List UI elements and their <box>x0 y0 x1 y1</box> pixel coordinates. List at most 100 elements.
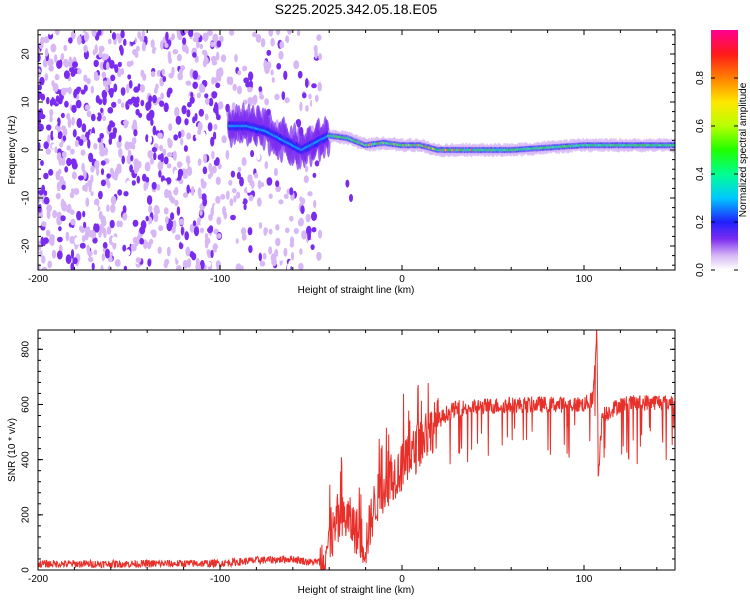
spectrogram-cell <box>116 140 122 149</box>
spectrogram-cell <box>174 199 179 207</box>
spectrogram-cell <box>41 221 47 227</box>
spectrogram-cell <box>94 44 98 55</box>
spectrogram-cell <box>131 180 136 186</box>
spectrogram-cell <box>241 233 247 241</box>
spectrogram-cell <box>248 194 254 202</box>
spectrogram-cell <box>177 72 183 81</box>
spectrogram-cell <box>121 155 125 165</box>
spectrogram-cell <box>185 155 191 165</box>
spectrogram-cell <box>129 164 134 173</box>
spectrogram-cell <box>72 61 78 68</box>
spectrogram-cell <box>154 208 160 215</box>
spectrogram-cell <box>58 168 62 175</box>
spectrogram-cell <box>70 148 75 155</box>
spectrogram-cell <box>316 251 322 261</box>
spectrogram-cell <box>213 131 217 140</box>
spectrogram-cell <box>102 95 107 106</box>
y-tick-label: 20 <box>21 48 32 60</box>
spectrogram-cell <box>46 96 50 105</box>
spectrogram-cell <box>164 188 169 199</box>
spectrogram-cell <box>61 184 66 190</box>
colorbar-tick-label: 0.8 <box>695 71 706 85</box>
spectrogram-cell <box>195 32 201 38</box>
spectrogram-cell <box>38 164 42 173</box>
spectrogram-cell <box>141 30 145 38</box>
spectrogram-y-axis-label: Frequency (Hz) <box>7 116 18 185</box>
spectrogram-cell <box>305 213 311 223</box>
spectrogram-cell <box>84 230 89 241</box>
spectrogram-cell <box>235 238 239 244</box>
spectrogram-cell <box>93 71 98 78</box>
spectrogram-cell <box>44 36 50 44</box>
spectrogram-cell <box>144 161 151 172</box>
spectrogram-cell <box>276 63 282 70</box>
spectrogram-cell <box>163 261 168 269</box>
spectrogram-cell <box>86 78 91 85</box>
spectrogram-cell <box>108 132 115 140</box>
spectrogram-cell <box>114 259 121 267</box>
spectrogram-cell <box>248 245 253 254</box>
spectrogram-cell <box>146 195 153 205</box>
spectrogram-cell <box>235 263 242 270</box>
spectrogram-cell <box>143 254 149 264</box>
spectrogram-cell <box>133 164 138 174</box>
spectrogram-cell <box>74 237 81 245</box>
spectrogram-cell <box>283 247 288 257</box>
spectrogram-cell <box>258 86 263 92</box>
spectrogram-cell <box>63 44 68 52</box>
spectrogram-cell <box>186 109 191 118</box>
spectrogram-cell <box>147 258 152 267</box>
spectrogram-cell <box>275 180 280 188</box>
spectrogram-cell <box>109 88 114 98</box>
spectrogram-cell <box>76 86 82 92</box>
spectrogram-cell <box>98 50 103 58</box>
spectrogram-cell <box>311 98 316 108</box>
spectrogram-cell <box>102 115 107 121</box>
spectrogram-cell <box>98 190 103 200</box>
spectrogram-cell <box>59 142 63 148</box>
spectrogram-cell <box>132 137 137 145</box>
spectrogram-cell <box>63 70 70 79</box>
spectrogram-cell <box>52 210 58 219</box>
spectrogram-cell <box>186 132 192 140</box>
spectrogram-cell <box>305 105 309 112</box>
spectrogram-cell <box>254 172 259 179</box>
spectrogram-cell <box>46 204 52 213</box>
spectrogram-cell <box>150 229 155 235</box>
spectrogram-cell <box>180 129 185 138</box>
spectrogram-cell <box>151 146 157 153</box>
spectrogram-cell <box>91 262 95 270</box>
spectrogram-cell <box>45 229 51 237</box>
spectrogram-cell <box>349 194 353 202</box>
spectrogram-cell <box>300 205 305 215</box>
spectrogram-cell <box>268 246 273 255</box>
spectrogram-cell <box>317 81 322 92</box>
spectrogram-cell <box>98 231 102 238</box>
spectrogram-cell <box>73 89 77 99</box>
spectrogram-cell <box>214 102 219 112</box>
spectrogram-cell <box>85 197 90 207</box>
spectrogram-cell <box>296 30 301 37</box>
spectrogram-cell <box>162 76 167 82</box>
spectrogram-cell <box>247 174 253 184</box>
spectrogram-cell <box>43 196 50 205</box>
spectrogram-cell <box>73 188 80 195</box>
spectrogram-cell <box>173 95 178 101</box>
spectrogram-cell <box>51 249 57 259</box>
spectrogram-cell <box>266 177 273 186</box>
spectrogram-cell <box>127 207 133 218</box>
spectrogram-cell <box>54 146 58 153</box>
spectrogram-cells <box>38 30 675 270</box>
spectrogram-cell <box>52 83 59 93</box>
spectrogram-cell <box>146 100 152 110</box>
spectrogram-cell <box>41 184 45 194</box>
spectrogram-cell <box>176 206 181 216</box>
spectrogram-cell <box>117 98 122 104</box>
spectrogram-cell <box>119 220 123 228</box>
spectrogram-cell <box>134 191 140 199</box>
spectrogram-cell <box>199 83 204 94</box>
spectrogram-cell <box>60 87 67 96</box>
spectrogram-cell <box>211 59 218 66</box>
spectrogram-cell <box>133 236 138 243</box>
spectrogram-cell <box>184 231 189 241</box>
